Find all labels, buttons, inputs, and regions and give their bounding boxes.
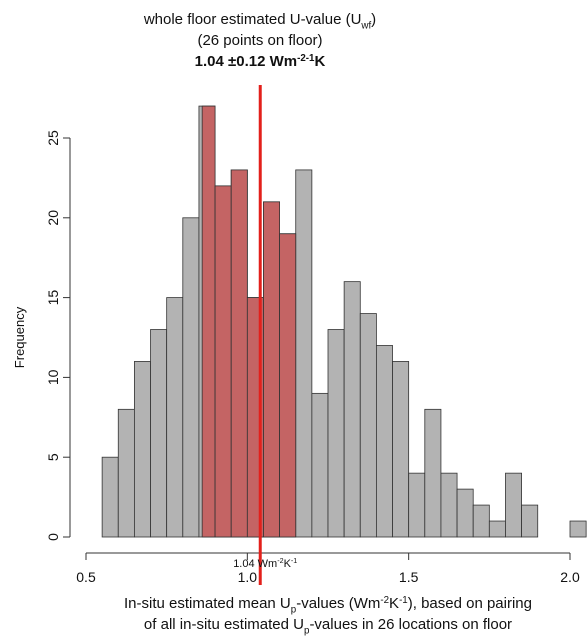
y-tick-label: 15 <box>45 290 61 306</box>
bar <box>521 504 539 538</box>
x-axis-label: In-situ estimated mean Up-values (Wm-2K-… <box>124 595 532 616</box>
reference-label: 1.04 Wm-2K-1 <box>233 557 297 570</box>
text-part: -2 <box>277 557 283 565</box>
y-tick-label: 25 <box>45 130 61 146</box>
x-tick-label: 2.0 <box>560 569 580 585</box>
text-part: -1 <box>291 557 297 565</box>
y-tick-label: 5 <box>45 453 61 461</box>
text-part: p <box>304 626 310 637</box>
text-part: (26 points on floor) <box>197 32 322 49</box>
bar <box>569 520 587 538</box>
text-part: ), based on pairing <box>408 595 532 612</box>
text-part: whole floor estimated U-value (U <box>143 11 362 28</box>
bar <box>150 329 168 538</box>
text-part: 1.04 Wm <box>233 558 277 570</box>
text-part: of all in-situ estimated U <box>144 616 304 633</box>
bar <box>166 297 184 538</box>
bar <box>343 281 361 538</box>
bar <box>214 185 232 538</box>
bar <box>392 361 410 538</box>
bar <box>440 472 458 538</box>
bar <box>505 472 523 538</box>
bar <box>375 345 393 538</box>
text-part: -2 <box>380 595 389 606</box>
text-part: K <box>389 595 399 612</box>
bar <box>230 169 248 538</box>
chart-title: whole floor estimated U-value (Uwf) <box>143 11 376 32</box>
bar <box>263 201 281 538</box>
text-part: -values (Wm <box>296 595 380 612</box>
y-tick-label: 10 <box>45 369 61 385</box>
x-tick-label: 1.0 <box>238 569 258 585</box>
y-axis-label: Frequency <box>12 306 27 368</box>
text-part: 1.04 ±0.12 Wm <box>195 53 297 70</box>
text-part: -2-1 <box>297 53 315 64</box>
x-tick-label: 0.5 <box>76 569 96 585</box>
text-part: K <box>314 53 325 70</box>
bar <box>472 504 490 538</box>
bar <box>327 329 345 538</box>
text-part: -1 <box>399 595 408 606</box>
chart-title: 1.04 ±0.12 Wm-2-1K <box>195 53 326 70</box>
chart-title: (26 points on floor) <box>197 32 322 49</box>
text-part: -values in 26 locations on floor <box>309 616 512 633</box>
text-part: p <box>291 605 297 616</box>
x-tick-label: 1.5 <box>399 569 419 585</box>
bar <box>133 361 151 538</box>
text-part: ) <box>371 11 376 28</box>
bar <box>488 520 506 538</box>
bar <box>101 456 119 538</box>
x-axis-label: of all in-situ estimated Up-values in 26… <box>144 616 512 637</box>
bar <box>279 233 297 538</box>
bar <box>456 488 474 538</box>
text-part: K <box>284 558 292 570</box>
bar <box>117 408 135 538</box>
bar <box>408 472 426 538</box>
y-tick-label: 20 <box>45 210 61 226</box>
y-tick-label: 0 <box>45 533 61 541</box>
bar <box>311 392 329 538</box>
text-part: In-situ estimated mean U <box>124 595 291 612</box>
text-part: wf <box>360 21 371 32</box>
bar <box>295 169 313 538</box>
bar <box>424 408 442 538</box>
bar <box>359 313 377 538</box>
bar <box>182 217 200 538</box>
bar <box>201 105 216 538</box>
